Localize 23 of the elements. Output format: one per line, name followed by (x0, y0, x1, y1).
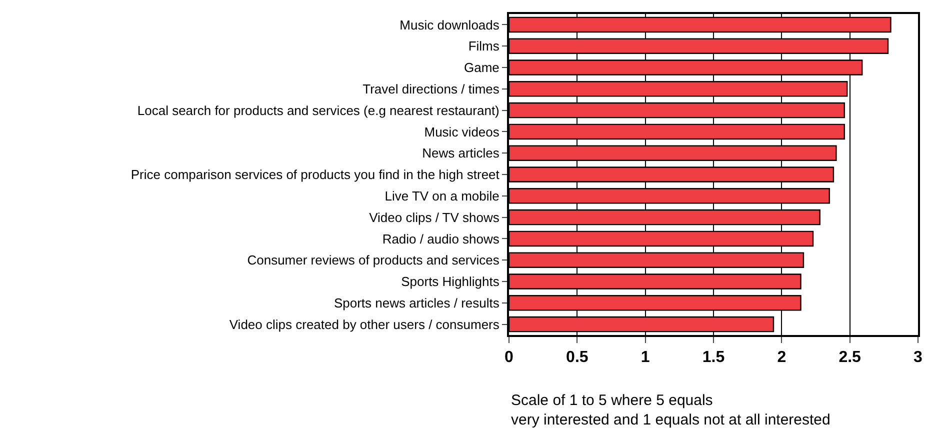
x-tick-label: 2.5 (838, 349, 862, 366)
y-tick-label: Consumer reviews of products and services (247, 252, 500, 268)
x-tick-label: 1.5 (702, 349, 725, 366)
x-tick-label: 0.5 (566, 349, 588, 366)
y-tick-label: Video clips / TV shows (369, 210, 500, 225)
x-tick-label: 0 (504, 349, 514, 366)
y-tick-label: Radio / audio shows (382, 231, 500, 246)
x-tick-label: 3 (914, 349, 923, 366)
y-tick-label: Travel directions / times (362, 81, 500, 96)
y-tick-label: Video clips created by other users / consumers (229, 316, 500, 332)
text: Scale of 1 to 5 where 5 equals very interested and 1 equals not at all interested (511, 392, 830, 428)
y-tick-label: Music videos (424, 124, 500, 140)
y-tick-label: Sports news articles / results (334, 295, 500, 310)
y-tick-label: Live TV on a mobile (384, 188, 500, 204)
y-tick-label: Price comparison services of products you find in the high street (130, 167, 500, 182)
y-tick-label: Sports Highlights (401, 274, 500, 290)
y-tick-label: Films (468, 38, 500, 54)
y-tick-label: Local search for products and services (e.g nearest restaurant) (137, 102, 500, 118)
y-tick-label: Game (464, 60, 500, 76)
x-tick-label: 2 (777, 349, 786, 366)
y-tick-label: Music downloads (400, 17, 500, 32)
y-tick-label: News articles (422, 146, 500, 161)
x-tick-label: 1 (640, 349, 650, 366)
